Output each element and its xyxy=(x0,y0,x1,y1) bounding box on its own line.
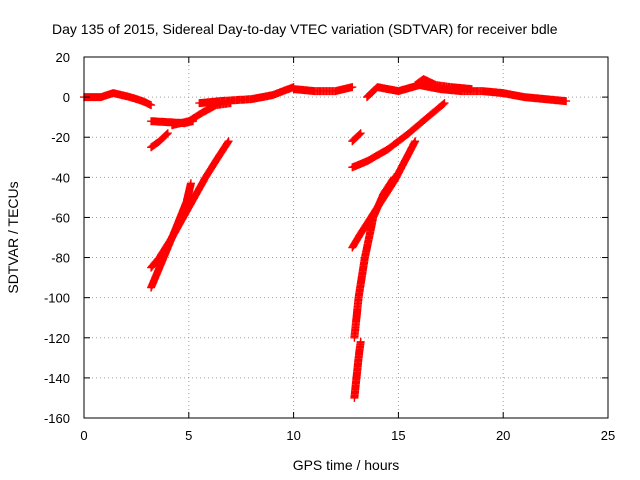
y-tick-label: -60 xyxy=(51,210,70,225)
y-axis-label: SDTVAR / TECUs xyxy=(5,181,21,293)
x-tick-label: 0 xyxy=(80,428,87,443)
y-tick-label: -80 xyxy=(51,251,70,266)
y-tick-label: -40 xyxy=(51,170,70,185)
y-tick-label: -140 xyxy=(44,371,70,386)
y-tick-label: 0 xyxy=(63,90,70,105)
data-points xyxy=(80,75,571,402)
y-tick-label: -100 xyxy=(44,291,70,306)
x-tick-label: 5 xyxy=(185,428,192,443)
x-tick-label: 20 xyxy=(496,428,510,443)
y-tick-label: -160 xyxy=(44,411,70,426)
chart-title: Day 135 of 2015, Sidereal Day-to-day VTE… xyxy=(52,21,558,37)
x-tick-label: 25 xyxy=(601,428,615,443)
y-tick-label: -120 xyxy=(44,331,70,346)
sdtvar-points xyxy=(80,75,571,402)
x-axis-label: GPS time / hours xyxy=(293,457,400,473)
axis-ticks: 0 5 10 15 20 25 20 0 -20 -40 -60 -80 -100 -120 -140 -16… xyxy=(44,50,615,443)
x-tick-label: 10 xyxy=(286,428,300,443)
grid-lines xyxy=(84,57,608,418)
y-tick-label: 20 xyxy=(56,50,70,65)
plot-frame xyxy=(83,56,609,419)
x-tick-label: 15 xyxy=(391,428,405,443)
y-tick-label: -20 xyxy=(51,130,70,145)
